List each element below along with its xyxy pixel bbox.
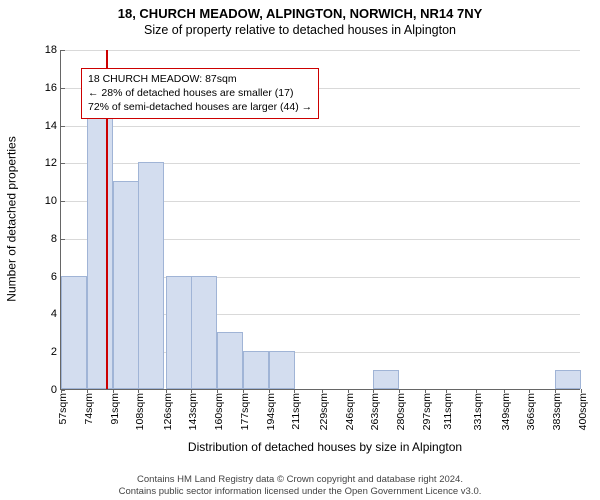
x-tick-label: 177sqm xyxy=(239,389,251,430)
x-tick-label: 400sqm xyxy=(577,389,589,430)
annotation-box: 18 CHURCH MEADOW: 87sqm ← 28% of detache… xyxy=(81,68,319,119)
y-tick-label: 16 xyxy=(33,82,61,94)
x-tick-label: 229sqm xyxy=(318,389,330,430)
annotation-line-2: ← 28% of detached houses are smaller (17… xyxy=(88,86,312,100)
x-tick-label: 108sqm xyxy=(134,389,146,430)
footer-line-2: Contains public sector information licen… xyxy=(0,486,600,498)
y-axis-label-text: Number of detached properties xyxy=(5,136,19,301)
x-tick-label: 126sqm xyxy=(162,389,174,430)
x-tick-label: 57sqm xyxy=(57,389,69,425)
histogram-bar xyxy=(113,181,139,389)
x-axis-label: Distribution of detached houses by size … xyxy=(60,440,590,454)
gridline xyxy=(61,126,580,127)
x-tick-label: 297sqm xyxy=(421,389,433,430)
footer: Contains HM Land Registry data © Crown c… xyxy=(0,474,600,498)
histogram-bar xyxy=(269,351,295,389)
x-tick-label: 211sqm xyxy=(290,389,302,430)
y-tick-label: 2 xyxy=(33,346,61,358)
x-tick-label: 311sqm xyxy=(442,389,454,430)
x-tick-label: 349sqm xyxy=(500,389,512,430)
x-tick-label: 143sqm xyxy=(187,389,199,430)
y-tick-label: 14 xyxy=(33,120,61,132)
histogram-bar xyxy=(217,332,243,389)
footer-line-1: Contains HM Land Registry data © Crown c… xyxy=(0,474,600,486)
histogram-bar xyxy=(243,351,269,389)
y-tick-label: 10 xyxy=(33,195,61,207)
y-tick-label: 6 xyxy=(33,271,61,283)
x-tick-label: 331sqm xyxy=(472,389,484,430)
x-tick-label: 194sqm xyxy=(265,389,277,430)
y-tick-label: 8 xyxy=(33,233,61,245)
x-tick-label: 246sqm xyxy=(344,389,356,430)
x-tick-label: 366sqm xyxy=(525,389,537,430)
x-tick-label: 160sqm xyxy=(213,389,225,430)
gridline xyxy=(61,50,580,51)
x-tick-label: 91sqm xyxy=(109,389,121,425)
x-tick-label: 383sqm xyxy=(551,389,563,430)
x-tick-label: 280sqm xyxy=(395,389,407,430)
histogram-bar xyxy=(373,370,399,389)
y-axis-label: Number of detached properties xyxy=(4,44,20,394)
y-tick-label: 18 xyxy=(33,44,61,56)
page-title: 18, CHURCH MEADOW, ALPINGTON, NORWICH, N… xyxy=(0,0,600,21)
histogram-bar xyxy=(138,162,164,389)
histogram-bar xyxy=(61,276,87,389)
histogram-bar xyxy=(87,106,113,389)
chart-container: Number of detached properties 0246810121… xyxy=(0,44,600,444)
histogram-bar xyxy=(191,276,217,389)
annotation-line-3: 72% of semi-detached houses are larger (… xyxy=(88,100,312,114)
x-tick-label: 263sqm xyxy=(369,389,381,430)
y-tick-label: 12 xyxy=(33,157,61,169)
histogram-bar xyxy=(555,370,581,389)
annotation-line-1: 18 CHURCH MEADOW: 87sqm xyxy=(88,72,312,86)
plot-area: 02468101214161857sqm74sqm91sqm108sqm126s… xyxy=(60,50,580,390)
y-tick-label: 4 xyxy=(33,308,61,320)
x-tick-label: 74sqm xyxy=(83,389,95,425)
histogram-bar xyxy=(166,276,192,389)
page-subtitle: Size of property relative to detached ho… xyxy=(0,21,600,37)
